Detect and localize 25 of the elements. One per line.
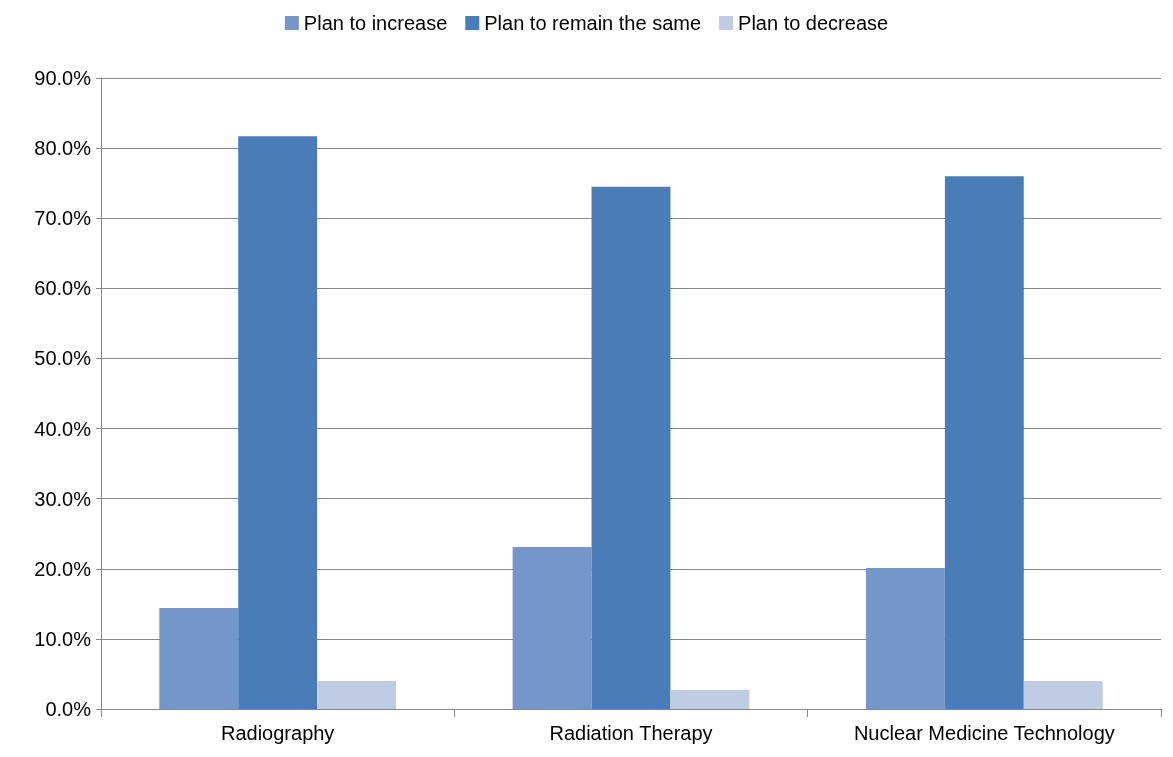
y-tick-label: 30.0% — [34, 487, 92, 510]
bar — [1023, 680, 1103, 709]
y-tick-label: 50.0% — [34, 347, 92, 370]
y-tick-label: 70.0% — [34, 207, 92, 230]
bar — [591, 186, 671, 709]
bar — [865, 568, 945, 709]
bar — [238, 136, 318, 709]
bar — [944, 176, 1024, 709]
legend-label: Plan to decrease — [738, 12, 889, 34]
y-tick-label: 40.0% — [34, 417, 92, 440]
y-tick-label: 10.0% — [34, 627, 92, 650]
bar — [512, 547, 592, 709]
x-tick-label: Radiography — [220, 722, 335, 744]
y-tick-label: 90.0% — [34, 67, 92, 89]
y-tick-label: 20.0% — [34, 557, 92, 580]
x-tick-label: Radiation Therapy — [549, 722, 713, 744]
bar — [159, 608, 239, 709]
legend-label: Plan to increase — [303, 12, 448, 34]
y-tick-label: 60.0% — [34, 277, 92, 300]
y-tick-label: 0.0% — [45, 698, 92, 720]
x-tick-label: Nuclear Medicine Technology — [853, 722, 1115, 744]
bar — [317, 680, 397, 709]
legend-label: Plan to remain the same — [484, 12, 702, 34]
y-tick-label: 80.0% — [34, 137, 92, 160]
bar — [670, 690, 750, 709]
